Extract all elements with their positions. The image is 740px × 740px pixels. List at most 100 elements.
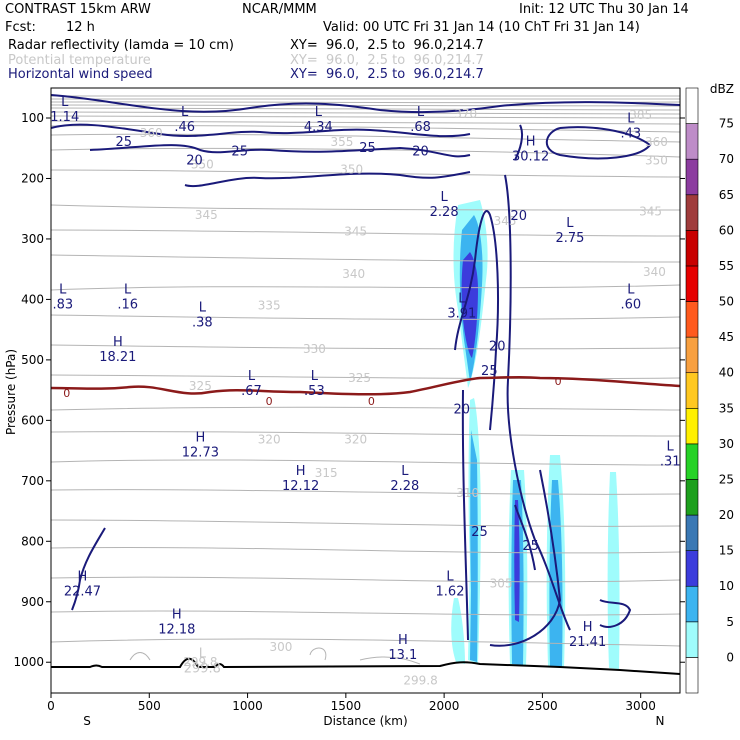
- extremum-value: 1.14: [50, 110, 79, 125]
- x-end-label-right: N: [656, 714, 665, 728]
- colorbar-unit: dBZ: [710, 82, 734, 96]
- extremum-high-marker: H: [526, 134, 536, 149]
- theta-label: 355: [330, 135, 353, 149]
- extremum-value: .53: [304, 384, 325, 399]
- theta-label: 320: [344, 433, 367, 447]
- colorbar-swatch: [685, 479, 699, 516]
- colorbar-swatch: [685, 657, 699, 694]
- theta-label: 320: [258, 433, 281, 447]
- colorbar-swatch: [685, 514, 699, 551]
- y-tick-label: 700: [21, 474, 44, 488]
- extremum-low-marker: L: [627, 282, 635, 297]
- extremum-low-marker: L: [315, 105, 323, 120]
- theta-label: 370: [454, 107, 477, 121]
- colorbar-swatch: [685, 158, 699, 196]
- colorbar-swatch: [685, 123, 699, 160]
- colorbar-swatch: [685, 407, 699, 445]
- theta-label: 345: [494, 214, 517, 228]
- extremum-value: 21.41: [569, 635, 606, 650]
- x-tick-label: 500: [138, 699, 161, 713]
- x-end-label-left: S: [83, 714, 91, 728]
- extremum-low-marker: L: [59, 282, 67, 297]
- theta-label: 350: [340, 162, 363, 176]
- colorbar-level-label: 5: [726, 615, 734, 629]
- terrain-line: [51, 657, 681, 675]
- theta-label: 345: [195, 208, 218, 222]
- field-theta-xy: XY= 96.0, 2.5 to 96.0,214.7: [290, 53, 484, 68]
- wind-label: 25: [231, 144, 248, 159]
- extremum-low-marker: L: [441, 190, 449, 205]
- extremum-low-marker: L: [124, 282, 132, 297]
- theta-label: 330: [303, 342, 326, 356]
- extremum-value: 30.12: [512, 149, 549, 164]
- theta-label: 300: [270, 640, 293, 654]
- isotherm-label: 0: [63, 387, 70, 400]
- theta-label: 340: [643, 265, 666, 279]
- colorbar-swatch: [685, 550, 699, 587]
- extremum-low-marker: L: [627, 111, 635, 126]
- field-theta-name: Potential temperature: [8, 53, 151, 68]
- extremum-value: .83: [52, 297, 73, 312]
- extremum-low-marker: L: [311, 369, 319, 384]
- extremum-low-marker: L: [61, 95, 69, 110]
- colorbar-swatch: [685, 336, 699, 374]
- init-time: Init: 12 UTC Thu 30 Jan 14: [519, 2, 689, 17]
- colorbar-level-label: 0: [726, 650, 734, 664]
- extremum-value: .68: [410, 120, 431, 135]
- x-axis-label: Distance (km): [323, 714, 407, 728]
- wind-label: 25: [481, 364, 498, 379]
- colorbar-level-label: 35: [719, 401, 734, 415]
- extremum-high-marker: H: [172, 608, 182, 623]
- field-wind-xy: XY= 96.0, 2.5 to 96.0,214.7: [290, 67, 484, 82]
- x-tick-label: 0: [47, 699, 55, 713]
- wind-label: 25: [359, 141, 376, 156]
- extremum-value: .43: [621, 126, 642, 141]
- y-tick-label: 400: [21, 292, 44, 306]
- colorbar-swatch: [685, 621, 699, 658]
- model-title: CONTRAST 15km ARW: [5, 2, 151, 17]
- theta-label: 360: [645, 135, 668, 149]
- forecast-label: Fcst:: [5, 20, 36, 35]
- colorbar-level-label: 30: [719, 437, 734, 451]
- colorbar-level-label: 70: [719, 152, 734, 166]
- theta-label: 299.8: [183, 655, 217, 669]
- extremum-high-marker: H: [78, 570, 88, 585]
- field-reflectivity-xy: XY= 96.0, 2.5 to 96.0,214.7: [290, 38, 484, 53]
- theta-label: 350: [191, 158, 214, 172]
- y-tick-label: 300: [21, 232, 44, 246]
- theta-label: 340: [342, 267, 365, 281]
- extremum-low-marker: L: [667, 440, 675, 455]
- extremum-value: .16: [117, 297, 138, 312]
- isotherm-label: 0: [266, 395, 273, 408]
- x-tick-label: 1500: [331, 699, 362, 713]
- extremum-value: 299.8: [184, 661, 221, 676]
- x-tick-label: 2000: [429, 699, 460, 713]
- extremum-value: 12.73: [182, 446, 219, 461]
- colorbar-level-label: 50: [719, 295, 734, 309]
- extremum-low-marker: L: [199, 646, 207, 661]
- x-tick-label: 2500: [527, 699, 558, 713]
- colorbar-level-label: 15: [719, 544, 734, 558]
- extremum-value: 18.21: [99, 350, 136, 365]
- extremum-value: 22.47: [64, 585, 101, 600]
- extremum-low-marker: L: [458, 291, 466, 306]
- colorbar-level-label: 40: [719, 366, 734, 380]
- extremum-high-marker: H: [583, 620, 593, 635]
- theta-label: 299.8: [403, 673, 437, 687]
- extremum-value: .38: [192, 316, 213, 331]
- colorbar-swatch: [685, 230, 699, 267]
- extremum-low-marker: L: [401, 464, 409, 479]
- extremum-value: .67: [241, 384, 262, 399]
- plot-frame: [50, 87, 681, 694]
- extremum-value: .60: [621, 297, 642, 312]
- wind-speed-contours: [51, 94, 680, 647]
- theta-label: 335: [258, 298, 281, 312]
- forecast-hour: 12 h: [66, 20, 95, 35]
- extremum-value: 1.62: [436, 585, 465, 600]
- colorbar-level-label: 65: [719, 188, 734, 202]
- extremum-value: 12.12: [282, 479, 319, 494]
- x-tick-label: 1000: [232, 699, 263, 713]
- theta-label: 360: [140, 126, 163, 140]
- field-wind-name: Horizontal wind speed: [8, 67, 153, 82]
